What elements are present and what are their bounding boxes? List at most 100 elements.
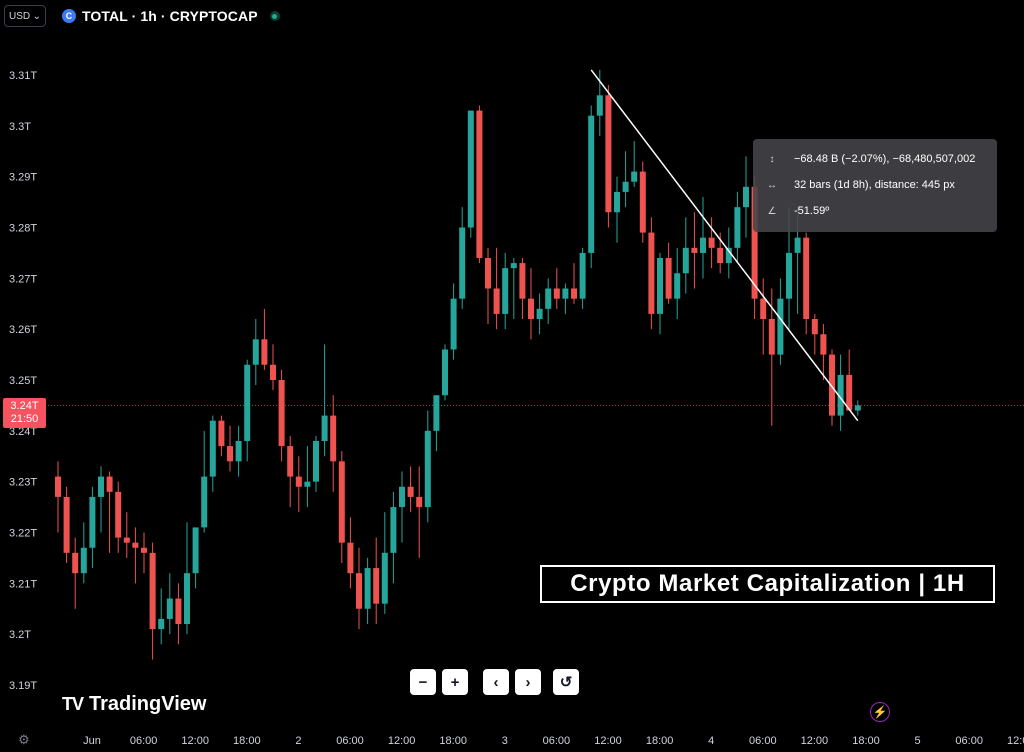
- x-tick-label: 5: [915, 735, 921, 747]
- candle-body: [734, 207, 741, 248]
- candle-body: [829, 354, 835, 416]
- zoom-in-button[interactable]: +: [442, 669, 468, 695]
- candle-body: [493, 288, 500, 314]
- tradingview-logo[interactable]: TV TradingView: [62, 693, 206, 716]
- candle-body: [639, 171, 646, 233]
- candle-body: [235, 441, 242, 462]
- y-tick-label: 3.27T: [9, 273, 37, 285]
- candle-body: [399, 486, 405, 508]
- last-price-value: 3.24T: [10, 400, 39, 412]
- x-tick-label: 2: [295, 735, 301, 747]
- circle-logo-icon: C: [62, 9, 76, 23]
- y-tick-label: 3.31T: [9, 70, 37, 82]
- candle-body: [648, 232, 655, 314]
- lightning-icon[interactable]: ⚡: [870, 702, 890, 722]
- candle-body: [192, 527, 199, 574]
- candle-body: [321, 415, 328, 441]
- candle-body: [485, 258, 491, 289]
- candle-body: [622, 181, 629, 192]
- y-tick-label: 3.24T: [9, 426, 37, 438]
- candle-body: [252, 339, 259, 365]
- x-tick-label: 12:00: [594, 735, 622, 747]
- candle-body: [691, 247, 698, 253]
- last-price-tag: 3.24T 21:50: [3, 398, 46, 428]
- candle-body: [373, 568, 380, 604]
- candle-body: [545, 288, 552, 309]
- candle-body: [751, 186, 758, 299]
- candle-body: [338, 461, 345, 543]
- chevron-down-icon: ⌄: [32, 10, 41, 22]
- candle-body: [760, 298, 767, 319]
- chart-header: USD ⌄ C TOTAL · 1h · CRYPTOCAP: [4, 4, 280, 28]
- candle-body: [708, 237, 715, 248]
- chart-caption: Crypto Market Capitalization | 1H: [540, 565, 995, 603]
- candle-body: [278, 380, 285, 447]
- candle-body: [768, 319, 775, 355]
- candle-body: [803, 237, 810, 319]
- candle-body: [106, 476, 113, 492]
- candle-body: [811, 319, 818, 335]
- candle-body: [674, 273, 681, 299]
- candle-body: [476, 110, 483, 258]
- candle-body: [588, 115, 595, 253]
- candle-body: [416, 496, 423, 508]
- candle-body: [158, 618, 165, 630]
- candle-body: [725, 247, 732, 264]
- reset-chart-button[interactable]: ↺: [553, 669, 579, 695]
- candle-body: [743, 186, 749, 208]
- candle-body: [665, 258, 672, 299]
- zoom-out-button[interactable]: −: [410, 669, 436, 695]
- candle-body: [571, 288, 577, 299]
- y-tick-label: 3.29T: [9, 172, 37, 184]
- candle-body: [433, 395, 440, 431]
- candle-body: [536, 308, 543, 319]
- scroll-right-button[interactable]: ›: [515, 669, 541, 695]
- candle-body: [201, 476, 208, 528]
- candle-body: [596, 95, 603, 116]
- x-tick-label: 06:00: [336, 735, 364, 747]
- candle-body: [356, 573, 362, 609]
- x-tick-label: 06:00: [749, 735, 777, 747]
- x-tick-label: 12:00: [1007, 735, 1024, 747]
- candle-body: [631, 171, 638, 182]
- candle-body: [467, 110, 474, 228]
- candle-body: [227, 446, 233, 462]
- candle-body: [55, 476, 61, 497]
- y-tick-label: 3.22T: [9, 528, 37, 540]
- candle-body: [364, 568, 371, 609]
- currency-select[interactable]: USD ⌄: [4, 5, 46, 27]
- candle-body: [123, 537, 130, 543]
- x-tick-label: 06:00: [543, 735, 571, 747]
- y-tick-label: 3.21T: [9, 578, 37, 590]
- currency-label: USD: [9, 10, 31, 22]
- symbol-title[interactable]: TOTAL · 1h · CRYPTOCAP: [82, 8, 258, 24]
- candle-body: [132, 542, 139, 548]
- y-tick-label: 3.25T: [9, 375, 37, 387]
- candle-body: [562, 288, 569, 299]
- candle-body: [115, 491, 122, 538]
- x-tick-label: 12:00: [181, 735, 209, 747]
- candle-body: [450, 298, 457, 350]
- trend-line: [590, 69, 859, 422]
- candle-body: [287, 446, 294, 477]
- angle-icon: ∠: [767, 205, 777, 217]
- scroll-left-button[interactable]: ‹: [483, 669, 509, 695]
- candle-body: [553, 288, 560, 299]
- x-tick-label: 12:00: [801, 735, 829, 747]
- candle-body: [657, 258, 663, 314]
- candle-body: [184, 573, 190, 624]
- settings-icon[interactable]: ⚙: [18, 732, 30, 747]
- y-tick-label: 3.23T: [9, 477, 37, 489]
- candle-body: [141, 547, 147, 553]
- candle-body: [98, 476, 104, 497]
- tooltip-price-change: −68.48 B (−2.07%), −68,480,507,002: [794, 153, 976, 165]
- price-range-icon: ↕: [769, 153, 775, 165]
- candle-body: [700, 237, 706, 253]
- x-tick-label: 06:00: [130, 735, 158, 747]
- candle-body: [330, 415, 337, 462]
- candle-body: [502, 268, 509, 314]
- candle-body: [347, 542, 354, 574]
- candle-body: [510, 263, 517, 269]
- x-tick-label: 12:00: [388, 735, 416, 747]
